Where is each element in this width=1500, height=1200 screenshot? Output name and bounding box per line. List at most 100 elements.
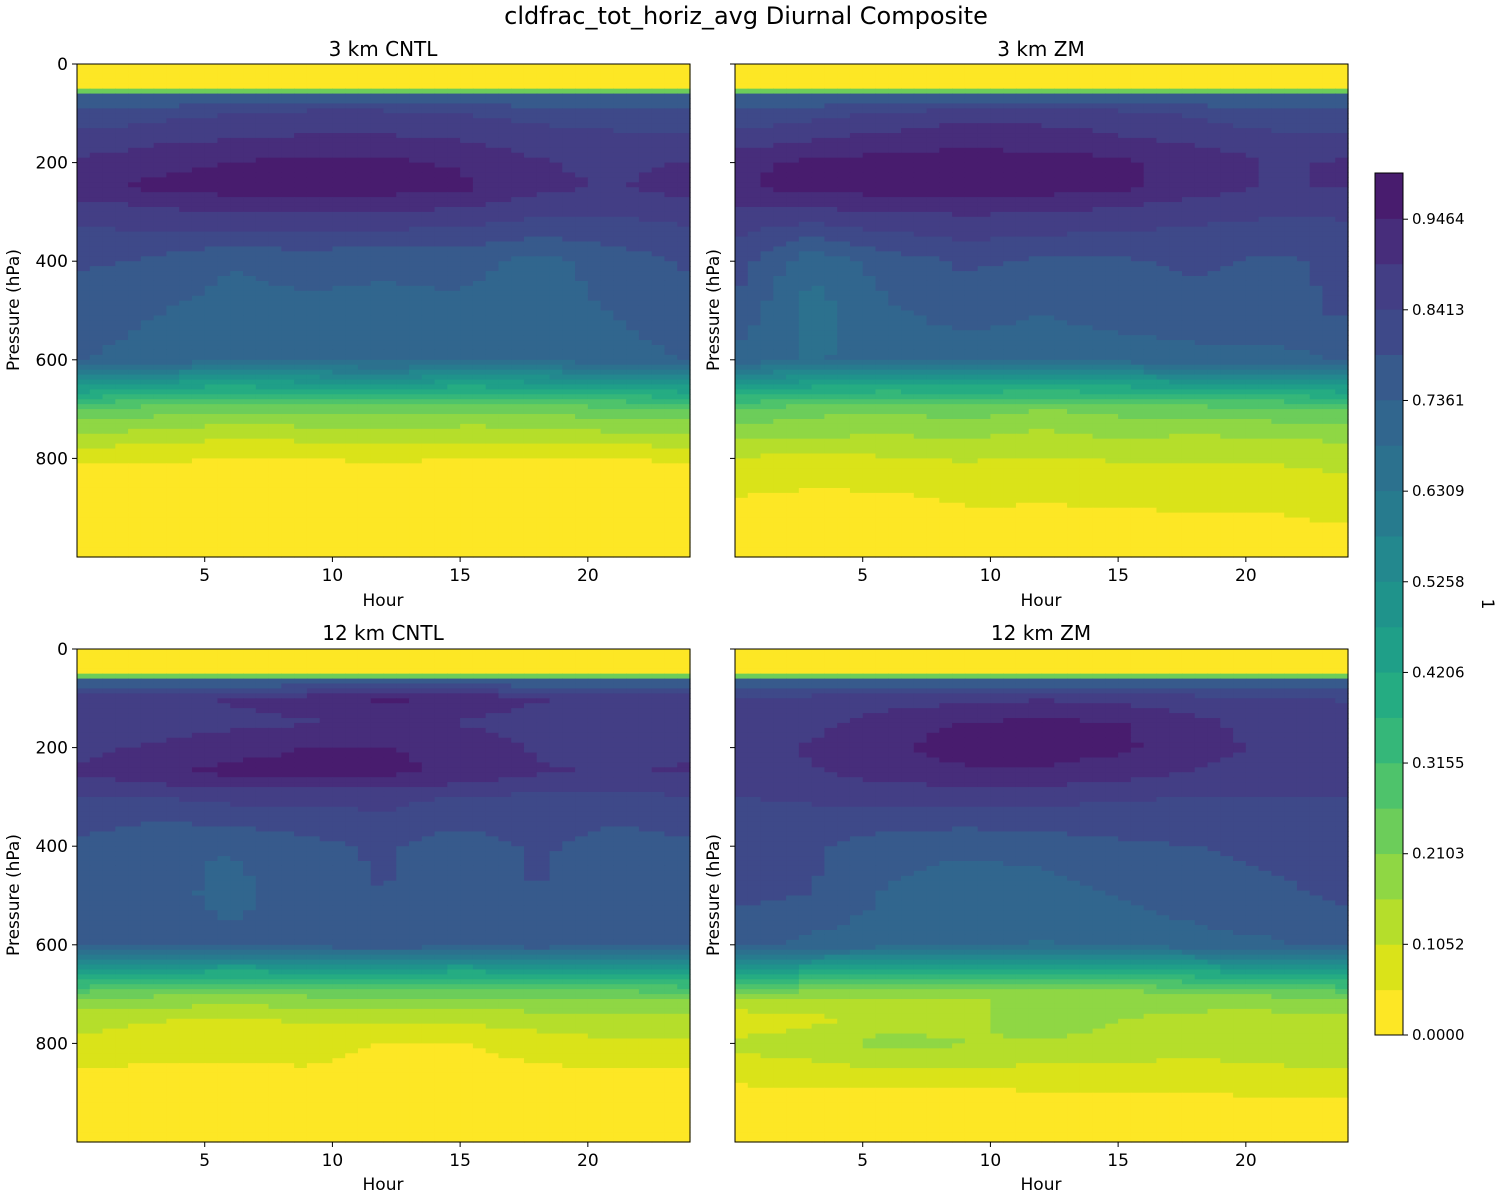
contour-cell	[677, 364, 691, 371]
contour-cell	[319, 374, 334, 381]
contour-cell	[1207, 73, 1221, 80]
contour-cell	[166, 83, 180, 90]
contour-cell	[536, 542, 551, 548]
contour-cell	[179, 330, 193, 336]
contour-cell	[651, 280, 666, 287]
contour-cell	[166, 98, 180, 105]
contour-cell	[498, 364, 512, 371]
contour-cell	[447, 128, 461, 134]
contour-cell	[664, 404, 678, 410]
contour-cell	[319, 335, 334, 341]
contour-cell	[575, 379, 589, 386]
contour-cell	[562, 473, 576, 479]
contour-cell	[664, 349, 678, 356]
contour-cell	[498, 389, 512, 395]
contour-cell	[485, 147, 500, 154]
contour-cell	[319, 497, 334, 504]
contour-cell	[102, 310, 116, 317]
contour-cell	[523, 542, 538, 548]
contour-cell	[485, 364, 500, 371]
contour-cell	[115, 478, 129, 484]
contour-cell	[613, 78, 627, 85]
contour-cell	[281, 487, 295, 494]
contour-cell	[485, 182, 500, 188]
contour-cell	[447, 226, 461, 233]
contour-cell	[128, 295, 142, 302]
contour-cell	[498, 468, 512, 474]
contour-cell	[575, 271, 589, 277]
contour-cell	[345, 128, 359, 134]
contour-cell	[587, 394, 602, 400]
contour-cell	[243, 285, 257, 292]
contour-cell	[345, 98, 359, 105]
contour-cell	[536, 507, 551, 514]
contour-cell	[460, 231, 474, 238]
contour-cell	[862, 64, 877, 70]
contour-cell	[677, 507, 691, 514]
contour-cell	[600, 236, 614, 243]
contour-cell	[511, 369, 525, 376]
contour-cell	[562, 266, 576, 272]
contour-cell	[204, 246, 219, 252]
contour-cell	[230, 364, 244, 371]
contour-cell	[1143, 64, 1158, 70]
contour-cell	[396, 275, 410, 282]
contour-cell	[562, 192, 576, 198]
contour-cell	[613, 305, 627, 312]
contour-cell	[498, 280, 512, 287]
contour-cell	[421, 453, 436, 459]
contour-cell	[191, 88, 206, 95]
contour-cell	[281, 330, 295, 336]
contour-cell	[651, 330, 666, 336]
contour-cell	[523, 527, 538, 533]
contour-cell	[549, 68, 563, 75]
contour-cell	[460, 113, 474, 119]
contour-cell	[332, 399, 346, 405]
contour-cell	[89, 275, 104, 282]
contour-cell	[587, 128, 602, 134]
contour-cell	[523, 547, 538, 553]
contour-cell	[383, 98, 397, 105]
contour-cell	[651, 197, 666, 203]
contour-cell	[498, 448, 512, 455]
contour-cell	[549, 226, 563, 233]
contour-cell	[191, 93, 206, 100]
contour-cell	[626, 512, 640, 519]
contour-cell	[383, 261, 397, 267]
contour-cell	[243, 290, 257, 297]
contour-cell	[421, 502, 436, 509]
contour-cell	[434, 349, 448, 356]
contour-cell	[153, 113, 167, 119]
contour-cell	[332, 478, 346, 484]
contour-cell	[357, 340, 372, 346]
contour-cell	[115, 152, 129, 159]
contour-cell	[102, 78, 116, 85]
contour-cell	[638, 359, 653, 366]
contour-cell	[651, 275, 666, 282]
contour-cell	[217, 497, 231, 504]
contour-cell	[523, 369, 538, 376]
contour-cell	[562, 197, 576, 203]
contour-cell	[511, 448, 525, 455]
contour-cell	[575, 399, 589, 405]
contour-cell	[575, 325, 589, 331]
contour-cell	[230, 261, 244, 267]
contour-cell	[638, 492, 653, 499]
contour-cell	[421, 478, 436, 484]
contour-cell	[498, 285, 512, 292]
contour-cell	[294, 404, 308, 410]
contour-cell	[383, 157, 397, 164]
contour-cell	[498, 295, 512, 302]
contour-cell	[638, 517, 653, 524]
contour-cell	[536, 305, 551, 312]
contour-cell	[128, 271, 142, 277]
contour-cell	[587, 463, 602, 469]
contour-cell	[626, 93, 640, 100]
contour-cell	[294, 542, 308, 548]
contour-cell	[664, 236, 678, 243]
contour-cell	[472, 310, 487, 317]
contour-cell	[230, 325, 244, 331]
contour-cell	[217, 364, 231, 371]
contour-cell	[166, 221, 180, 228]
contour-cell	[115, 389, 129, 395]
